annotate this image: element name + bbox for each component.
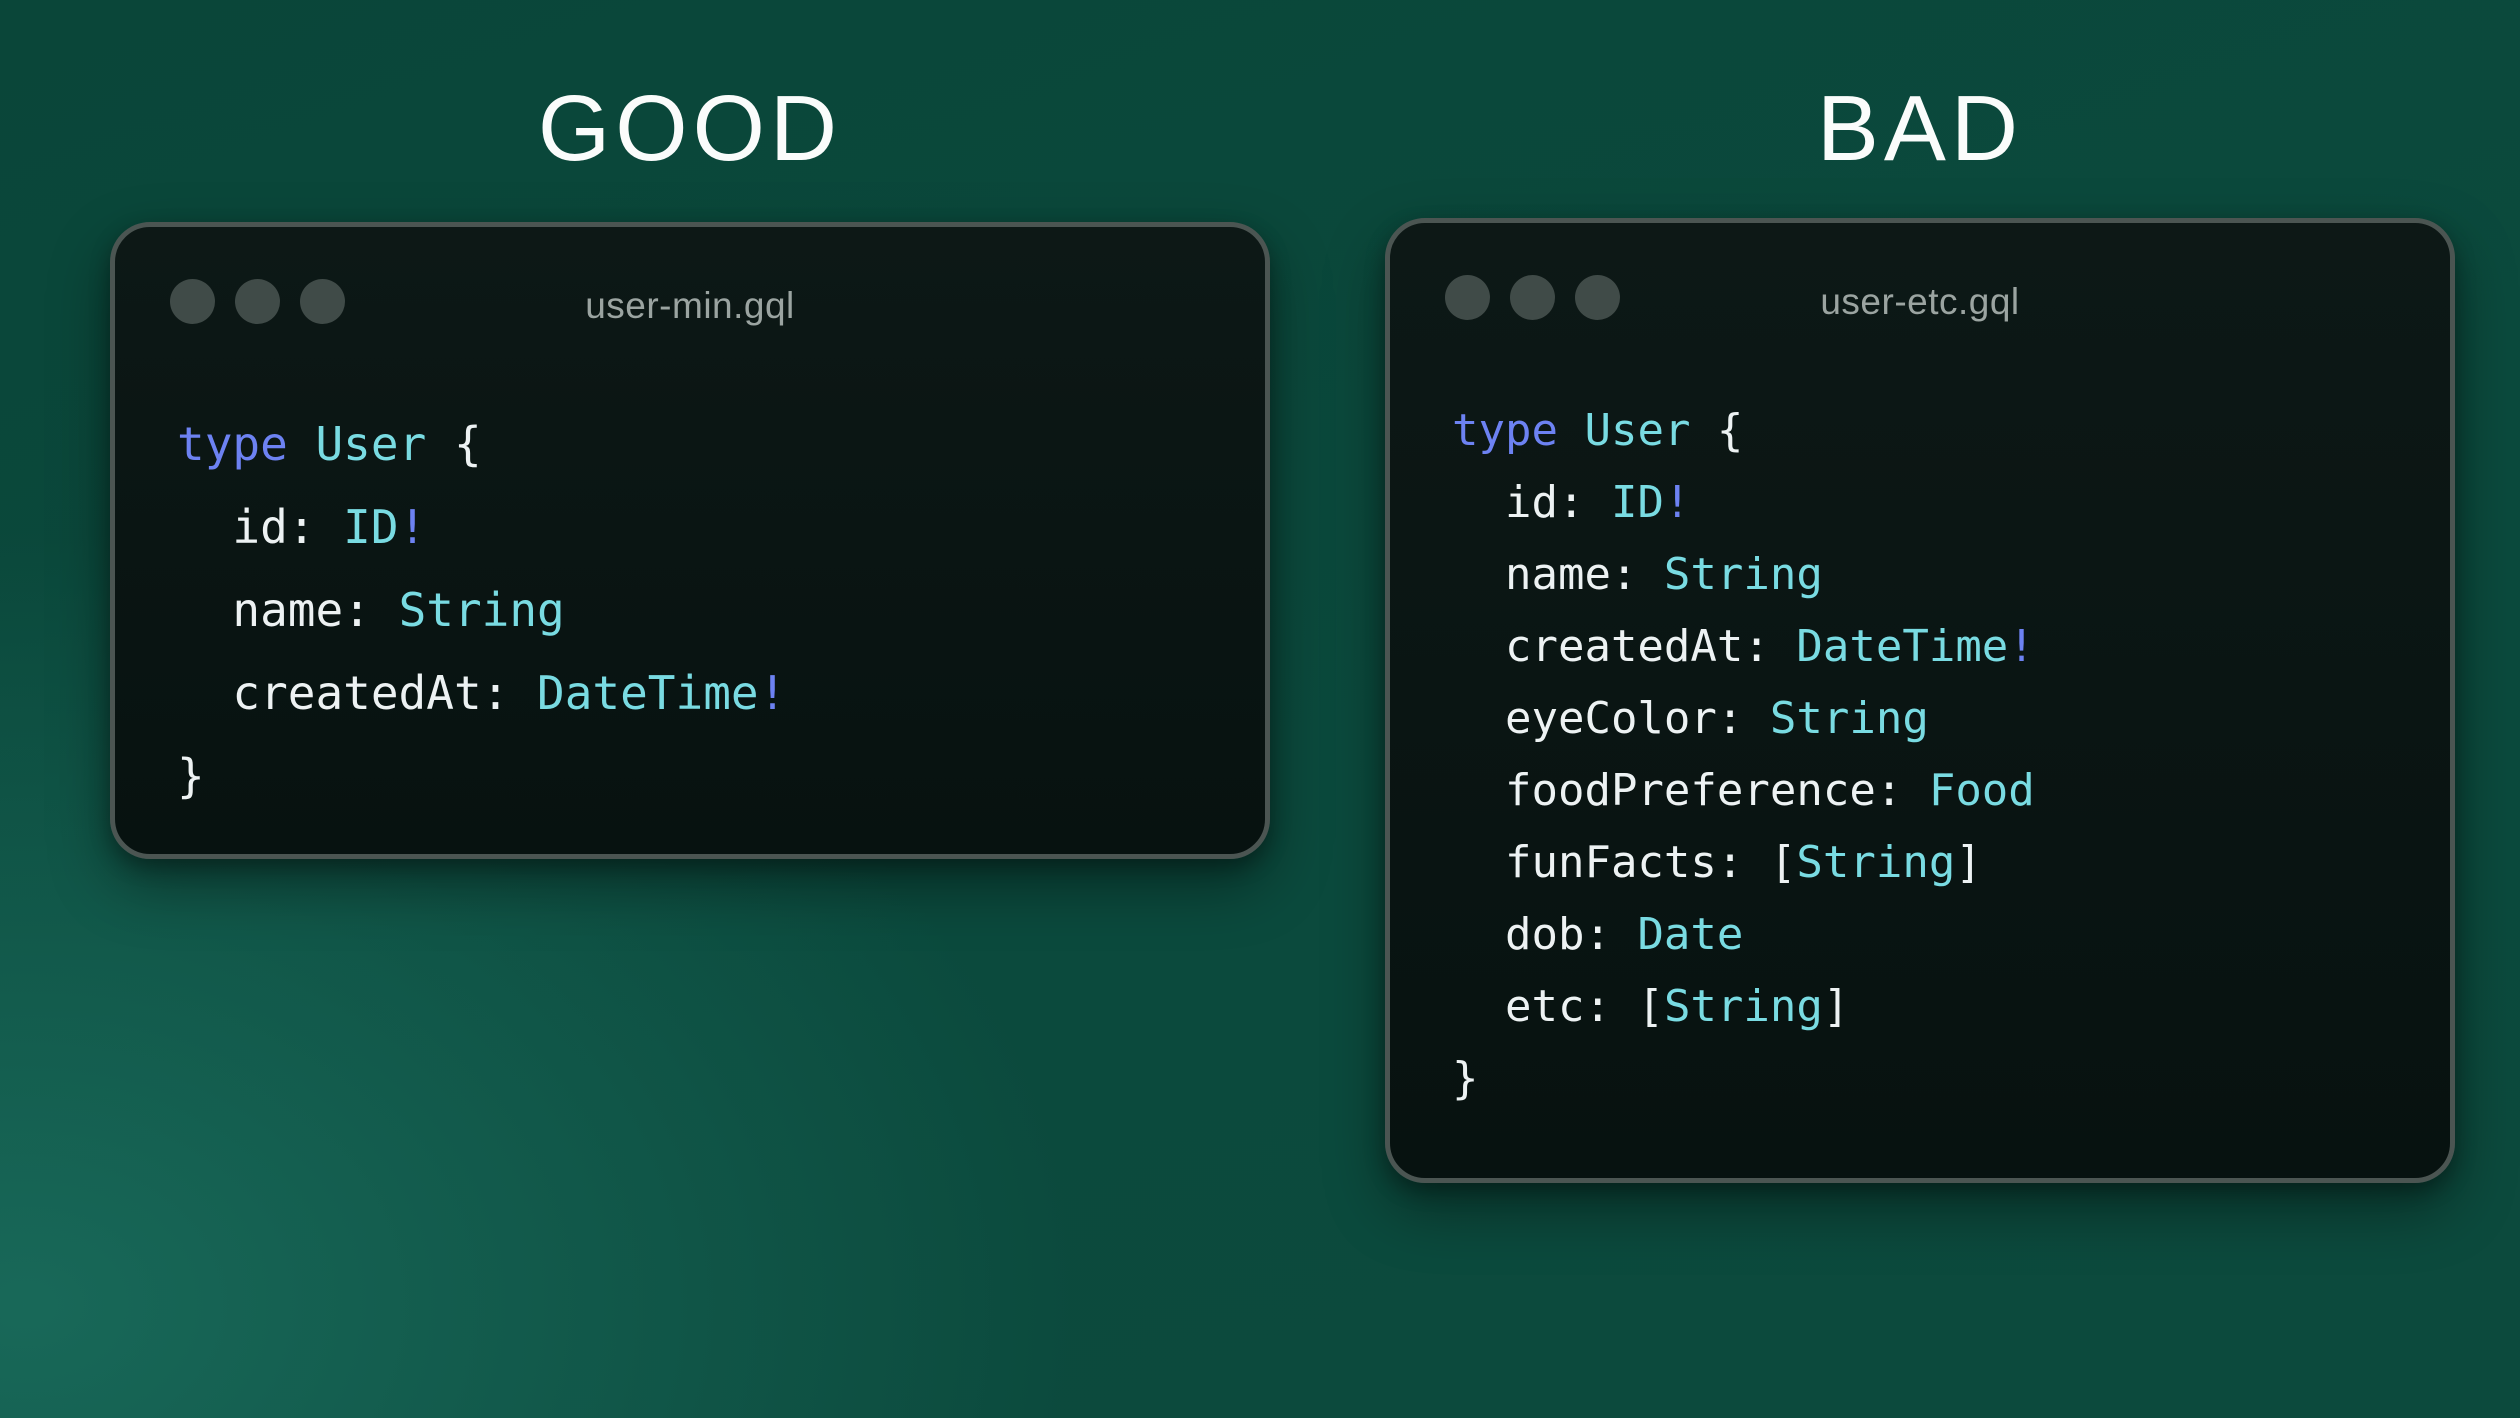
- code-block: type User { id: ID! name: String created…: [1452, 395, 2035, 1115]
- bad-heading: BAD: [1816, 76, 2024, 180]
- code-line: }: [1452, 1043, 2035, 1115]
- window-control-dot: [1445, 275, 1490, 320]
- code-line: name: String: [177, 569, 786, 652]
- code-token-type_name: String: [1796, 837, 1956, 888]
- code-line: type User {: [177, 403, 786, 486]
- code-line: createdAt: DateTime!: [1452, 611, 2035, 683]
- code-token-plain: etc:: [1452, 981, 1638, 1032]
- code-token-plain: ]: [1955, 837, 1982, 888]
- window-control-dot: [170, 279, 215, 324]
- code-token-type_name: String: [398, 583, 565, 637]
- code-token-bang: !: [1663, 477, 1691, 528]
- code-block: type User { id: ID! name: String created…: [177, 403, 786, 818]
- window-title: user-min.gql: [585, 285, 795, 326]
- code-token-plain: [: [1769, 837, 1797, 888]
- code-token-keyword: type: [1452, 405, 1558, 456]
- code-token-keyword: type: [177, 417, 288, 471]
- code-token-type_name: Date: [1637, 909, 1744, 960]
- code-token-type_name: String: [1663, 981, 1823, 1032]
- code-token-type_name: Food: [1928, 765, 2035, 816]
- code-line: funFacts: [String]: [1452, 827, 2035, 899]
- code-line: eyeColor: String: [1452, 683, 2035, 755]
- code-token-bang: !: [2008, 621, 2035, 672]
- code-token-type_name: String: [1663, 549, 1823, 600]
- code-token-plain: [: [1637, 981, 1664, 1032]
- code-line: dob: Date: [1452, 899, 2035, 971]
- code-line: etc: [String]: [1452, 971, 2035, 1043]
- code-line: }: [177, 735, 786, 818]
- code-token-type_name: ID: [1610, 477, 1664, 528]
- code-line: foodPreference: Food: [1452, 755, 2035, 827]
- code-token-plain: ]: [1822, 981, 1850, 1032]
- code-line: id: ID!: [177, 486, 786, 569]
- window-control-dot: [1575, 275, 1620, 320]
- window-title: user-etc.gql: [1820, 281, 2020, 322]
- code-token-plain: }: [177, 749, 205, 803]
- code-token-plain: [1558, 405, 1585, 456]
- code-token-plain: }: [1452, 1053, 1479, 1104]
- code-line: type User {: [1452, 395, 2035, 467]
- code-token-plain: id:: [177, 500, 344, 554]
- code-window-bad: user-etc.gql type User { id: ID! name: S…: [1385, 218, 2455, 1183]
- window-control-dot: [300, 279, 345, 324]
- code-token-plain: name:: [177, 583, 399, 637]
- window-controls: [1445, 275, 1620, 320]
- code-token-type_name: DateTime: [537, 666, 759, 720]
- code-token-plain: name:: [1452, 549, 1664, 600]
- window-control-dot: [235, 279, 280, 324]
- code-token-type_name: User: [315, 417, 427, 471]
- code-token-plain: dob:: [1452, 909, 1638, 960]
- code-line: createdAt: DateTime!: [177, 652, 786, 735]
- code-token-type_name: User: [1584, 405, 1691, 456]
- code-line: id: ID!: [1452, 467, 2035, 539]
- code-token-bang: !: [758, 666, 787, 720]
- code-token-plain: [288, 417, 316, 471]
- code-window-good: user-min.gql type User { id: ID! name: S…: [110, 222, 1270, 859]
- code-token-plain: id:: [1452, 477, 1611, 528]
- code-token-plain: funFacts:: [1452, 837, 1770, 888]
- code-token-type_name: ID: [343, 500, 399, 554]
- code-token-plain: createdAt:: [1452, 621, 1797, 672]
- code-token-plain: {: [1690, 405, 1744, 456]
- code-token-type_name: String: [1769, 693, 1929, 744]
- code-token-plain: {: [426, 417, 482, 471]
- code-token-plain: foodPreference:: [1452, 765, 1929, 816]
- code-token-plain: createdAt:: [177, 666, 538, 720]
- code-token-bang: !: [398, 500, 427, 554]
- good-heading: GOOD: [537, 76, 843, 180]
- code-token-plain: eyeColor:: [1452, 693, 1770, 744]
- code-token-type_name: DateTime: [1796, 621, 2009, 672]
- window-controls: [170, 279, 345, 324]
- window-control-dot: [1510, 275, 1555, 320]
- code-line: name: String: [1452, 539, 2035, 611]
